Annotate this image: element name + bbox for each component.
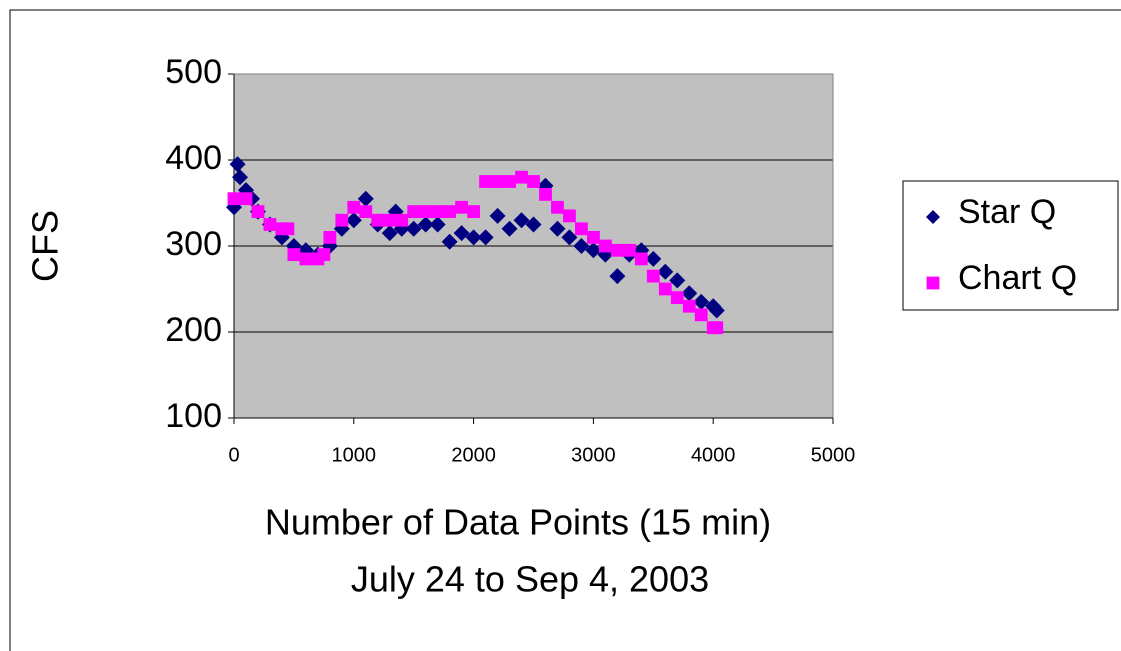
point [419,205,433,218]
point [609,268,626,285]
point [681,285,698,302]
point [231,169,248,186]
point [299,252,313,266]
point [710,321,724,335]
x-tick-label: 3000 [571,444,616,466]
point [227,192,241,206]
point [381,225,398,242]
x-tick-label: 0 [228,444,239,466]
point [281,222,295,236]
point [465,229,482,246]
point [383,213,397,227]
y-tick-label: 400 [165,139,222,177]
point [622,243,636,257]
point [515,170,528,184]
point [323,231,337,244]
point [551,200,564,214]
x-tick-label: 5000 [811,444,856,466]
frame [9,9,1121,651]
point [563,209,576,223]
point [669,272,686,289]
point [417,216,434,233]
point [645,250,662,267]
point [587,231,600,244]
point [357,190,374,207]
point [539,188,552,201]
point [513,212,530,229]
point [229,156,246,173]
y-axis-title: CFS [25,210,66,282]
point [646,269,660,283]
point [694,308,708,322]
x-tick-label: 1000 [332,444,377,466]
point [598,239,612,253]
point [405,220,422,237]
point [525,216,542,233]
point [503,175,516,188]
point [670,291,684,304]
point [477,229,494,246]
point [371,213,385,227]
point [335,213,349,227]
x-tick-label: 2000 [451,444,496,466]
point [527,175,540,188]
point [489,207,506,224]
point [573,238,590,254]
point [561,229,578,246]
point [317,248,331,261]
legend-label: Chart Q [958,259,1077,297]
point [359,205,373,218]
legend-marker [926,276,940,290]
point [575,222,588,236]
point [479,175,492,188]
point [407,205,421,218]
point [443,205,457,218]
point [347,200,361,214]
legend-marker [926,210,940,224]
x-tick-label: 4000 [691,444,736,466]
point [693,293,710,310]
point [682,299,696,313]
point [658,282,672,296]
point [549,220,566,237]
point [251,205,265,218]
point [585,242,602,259]
x-axis-title: Number of Data Points (15 min) [265,502,771,543]
point [441,233,458,250]
point [610,243,624,257]
y-tick-label: 100 [165,397,222,435]
point [657,263,674,280]
legend-label: Star Q [958,193,1056,231]
point [239,192,253,206]
point [429,216,446,233]
point [491,175,504,188]
point [263,218,277,231]
x-axis-title: July 24 to Sep 4, 2003 [351,559,709,600]
point [287,248,301,261]
y-tick-label: 200 [165,311,222,349]
point [501,220,518,237]
point [395,213,409,227]
point [431,205,445,218]
point [708,302,725,319]
point [453,225,470,242]
point [455,200,469,214]
point [467,205,480,218]
y-tick-label: 300 [165,225,222,263]
y-tick-label: 500 [165,53,222,91]
point [634,252,648,266]
point [345,212,362,229]
